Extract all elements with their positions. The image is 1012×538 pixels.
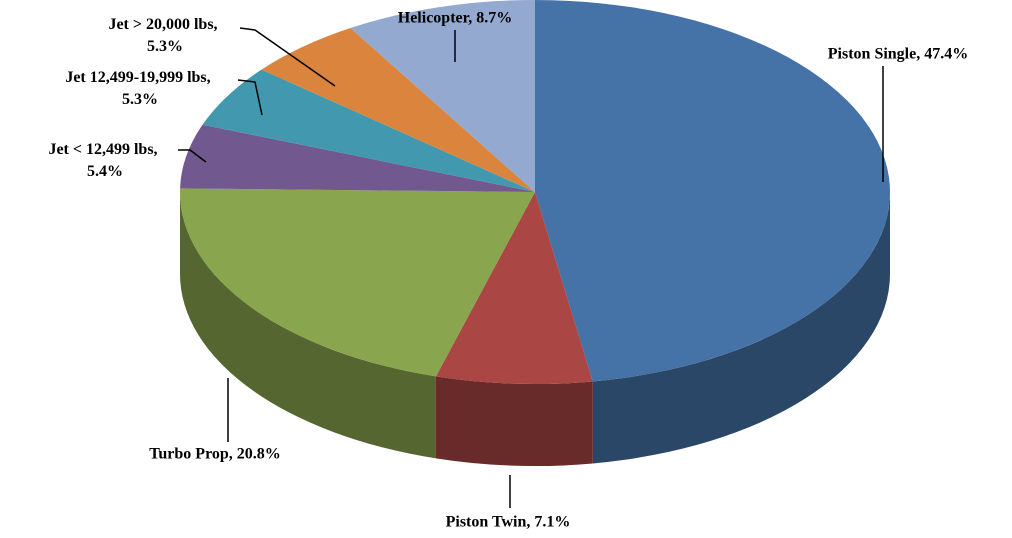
data-label: Jet > 20,000 lbs, 5.3% xyxy=(108,16,221,55)
leader-line xyxy=(239,27,336,87)
data-label-line: Jet > 20,000 lbs, xyxy=(108,16,221,33)
pie-slice xyxy=(350,0,535,192)
pie-slice xyxy=(202,69,536,192)
data-label-line: Jet < 12,499 lbs, xyxy=(48,141,161,158)
pie-side xyxy=(592,192,890,464)
leader-line xyxy=(237,79,263,116)
pie-slice xyxy=(535,0,890,382)
data-label-line: 5.4% xyxy=(87,163,123,180)
pie-side xyxy=(435,376,593,467)
leader-line xyxy=(178,149,207,163)
pie-slice xyxy=(435,192,593,384)
data-label: Jet 12,499-19,999 lbs, 5.3% xyxy=(65,69,214,108)
data-label: Piston Twin, 7.1% xyxy=(446,514,571,531)
data-label: Jet < 12,499 lbs, 5.4% xyxy=(48,141,161,180)
data-label-line: 5.3% xyxy=(147,38,183,55)
data-label-line: 5.3% xyxy=(122,91,158,108)
pie-slice xyxy=(180,188,536,377)
pie-side xyxy=(180,192,436,459)
data-label: Helicopter, 8.7% xyxy=(398,10,513,27)
pie-slice xyxy=(261,27,535,193)
data-label: Turbo Prop, 20.8% xyxy=(149,446,281,463)
data-label-line: Jet 12,499-19,999 lbs, xyxy=(65,69,214,86)
data-label: Piston Single, 47.4% xyxy=(828,46,968,63)
pie-slice xyxy=(180,124,536,192)
